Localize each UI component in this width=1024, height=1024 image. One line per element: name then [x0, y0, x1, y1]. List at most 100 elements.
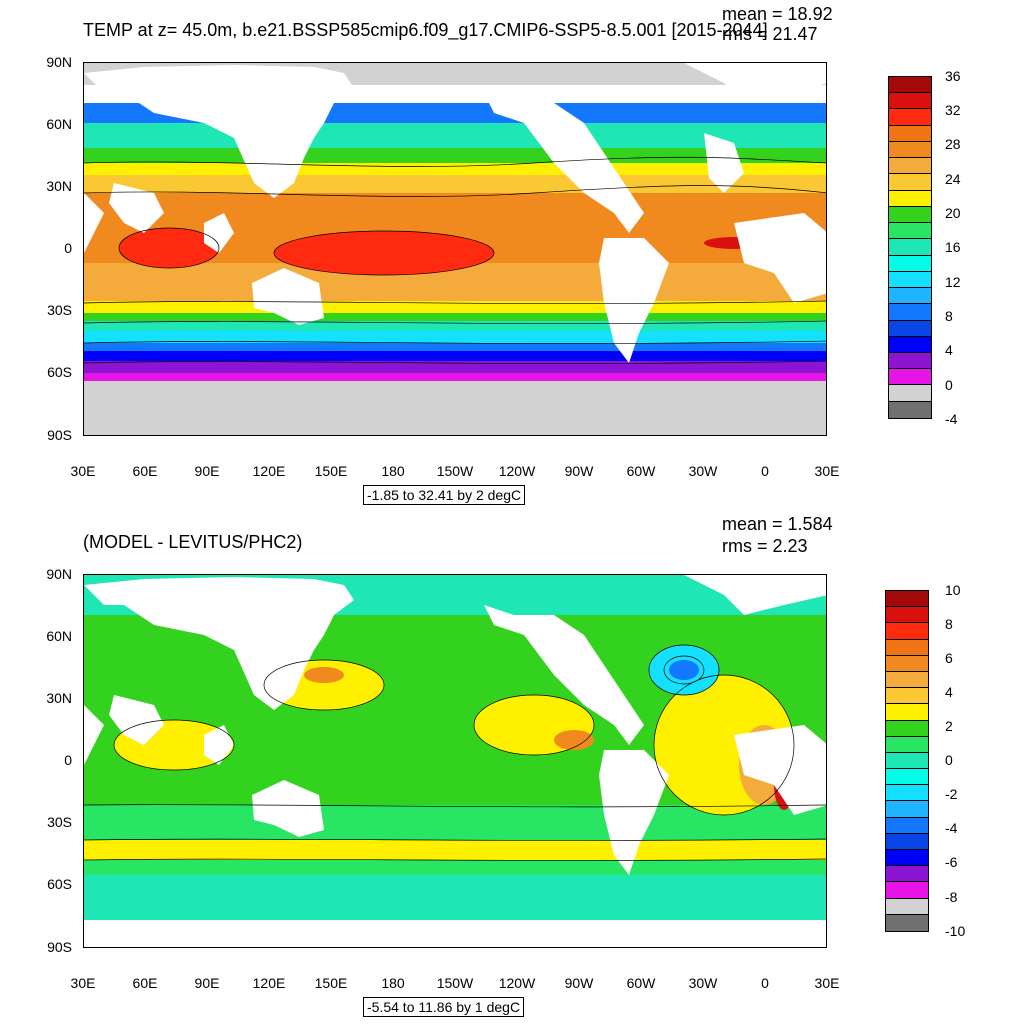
panel-title: (MODEL - LEVITUS/PHC2)	[83, 532, 303, 552]
lat-label: 90S	[47, 427, 72, 443]
colorbar-swatch	[886, 882, 928, 899]
lon-label: 60W	[626, 463, 656, 479]
colorbar-swatch	[886, 688, 928, 705]
map-plot-area	[83, 62, 827, 436]
colorbar-label: 4	[945, 684, 953, 700]
colorbar-label: 32	[945, 102, 961, 118]
colorbar-swatch	[889, 320, 931, 337]
lat-label: 30N	[46, 178, 72, 194]
lon-label: 180	[381, 463, 405, 479]
lat-label: 60S	[47, 364, 72, 380]
colorbar-swatch	[889, 352, 931, 370]
lat-label: 0	[64, 752, 72, 768]
mean-value: mean = 18.92	[722, 4, 833, 24]
lon-label: 150W	[436, 975, 474, 991]
colorbar-swatch	[886, 736, 928, 753]
lat-label: 60N	[46, 116, 72, 132]
colorbar-swatch	[889, 385, 931, 402]
colorbar-swatch	[889, 206, 931, 224]
colorbar-swatch	[886, 769, 928, 786]
lon-label: 0	[761, 463, 769, 479]
colorbar-label: 6	[945, 650, 953, 666]
colorbar-swatch	[886, 833, 928, 850]
colorbar-swatch	[886, 591, 928, 608]
lon-label: 120W	[498, 975, 536, 991]
colorbar-label: -8	[945, 889, 958, 905]
colorbar-swatch	[886, 850, 928, 867]
lon-label: 150W	[436, 463, 474, 479]
colorbar-swatch	[889, 223, 931, 240]
colorbar-swatch	[889, 336, 931, 353]
colorbar	[888, 76, 932, 419]
lon-label: 90E	[194, 975, 220, 991]
colorbar-label: 8	[945, 616, 953, 632]
lon-label: 60E	[132, 463, 158, 479]
colorbar-swatch	[889, 174, 931, 191]
colorbar-swatch	[889, 369, 931, 386]
rms-value: rms = 21.47	[722, 24, 818, 44]
colorbar-label: 10	[945, 582, 961, 598]
lon-label: 90E	[194, 463, 220, 479]
colorbar-label: -10	[945, 923, 966, 939]
colorbar-swatch	[889, 271, 931, 289]
colorbar-swatch	[889, 93, 931, 110]
colorbar-swatch	[889, 190, 931, 207]
lat-label: 90N	[46, 54, 72, 70]
lon-label: 90W	[564, 463, 594, 479]
colorbar-swatch	[886, 752, 928, 770]
lon-label: 150E	[314, 975, 348, 991]
lat-label: 60N	[46, 628, 72, 644]
lon-label: 180	[381, 975, 405, 991]
lon-label: 120E	[252, 975, 286, 991]
lon-label: 60E	[132, 975, 158, 991]
lat-label: 90S	[47, 939, 72, 955]
rms-value: rms = 2.23	[722, 536, 808, 556]
colorbar-swatch	[886, 704, 928, 721]
colorbar-swatch	[886, 623, 928, 640]
lat-label: 60S	[47, 876, 72, 892]
mean-value: mean = 1.584	[722, 514, 833, 534]
lon-label: 60W	[626, 975, 656, 991]
temperature-map-panel: TEMP at z= 45.0m, b.e21.BSSP585cmip6.f09…	[46, 4, 961, 505]
colorbar-label: 8	[945, 308, 953, 324]
colorbar-label: 24	[945, 171, 961, 187]
lat-label: 0	[64, 240, 72, 256]
lat-label: 30N	[46, 690, 72, 706]
colorbar-swatch	[886, 720, 928, 737]
colorbar-label: -6	[945, 854, 958, 870]
colorbar-label: 0	[945, 377, 953, 393]
lon-label: 30E	[70, 975, 96, 991]
contour-info-box: -1.85 to 32.41 by 2 degC	[363, 485, 526, 505]
colorbar-swatch	[886, 655, 928, 672]
lon-label: 150E	[314, 463, 348, 479]
colorbar-swatch	[889, 77, 931, 94]
colorbar-swatch	[886, 817, 928, 834]
lon-label: 120W	[498, 463, 536, 479]
difference-field	[84, 575, 826, 947]
colorbar-label: 0	[945, 752, 953, 768]
lon-label: 0	[761, 975, 769, 991]
colorbar-label: 20	[945, 205, 961, 221]
colorbar-swatch	[886, 671, 928, 689]
colorbar-label: 16	[945, 239, 961, 255]
colorbar	[885, 590, 929, 932]
temperature-field	[84, 63, 826, 435]
lat-label: 30S	[47, 302, 72, 318]
colorbar-swatch	[886, 639, 928, 656]
colorbar-label: 12	[945, 274, 961, 290]
lon-label: 30E	[814, 463, 840, 479]
colorbar-swatch	[889, 288, 931, 305]
colorbar-label: 2	[945, 718, 953, 734]
contour-info-box: -5.54 to 11.86 by 1 degC	[363, 997, 525, 1017]
colorbar-label: -2	[945, 786, 958, 802]
lon-label: 90W	[564, 975, 594, 991]
colorbar-swatch	[886, 785, 928, 802]
colorbar-swatch	[889, 239, 931, 256]
colorbar-swatch	[889, 401, 931, 418]
colorbar-label: 28	[945, 136, 961, 152]
panel-title: TEMP at z= 45.0m, b.e21.BSSP585cmip6.f09…	[83, 20, 768, 40]
lon-label: 30E	[814, 975, 840, 991]
lon-label: 30E	[70, 463, 96, 479]
lon-label: 30W	[688, 463, 718, 479]
colorbar-label: 4	[945, 342, 953, 358]
